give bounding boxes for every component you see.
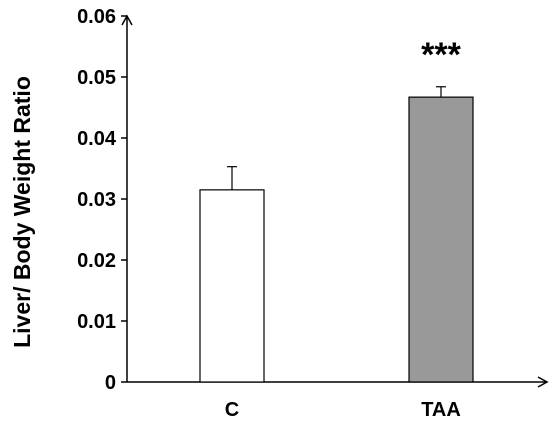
x-tick-label: TAA — [421, 399, 461, 421]
x-axis: C TAA — [127, 376, 549, 421]
x-tick-label: C — [225, 399, 239, 421]
y-tick-label: 0.03 — [77, 189, 116, 211]
x-axis-arrow — [537, 376, 549, 388]
y-tick-label: 0.01 — [77, 311, 116, 333]
error-bars-group — [227, 86, 446, 190]
annotations-group: *** — [421, 36, 461, 74]
bars-group — [199, 96, 474, 383]
y-axis: 0 0.01 0.02 0.03 0.04 0.05 0.06 — [77, 6, 133, 394]
y-tick-label: 0 — [105, 372, 116, 394]
y-tick-label: 0.04 — [77, 128, 117, 150]
y-tick-label: 0.02 — [77, 250, 116, 272]
y-tick-label: 0.06 — [77, 6, 116, 28]
y-axis-title: Liver/ Body Weight Ratio — [9, 76, 35, 348]
significance-annotation: *** — [421, 36, 461, 74]
bar-c — [199, 189, 265, 383]
bar-taa — [408, 96, 474, 383]
y-tick-label: 0.05 — [77, 67, 116, 89]
